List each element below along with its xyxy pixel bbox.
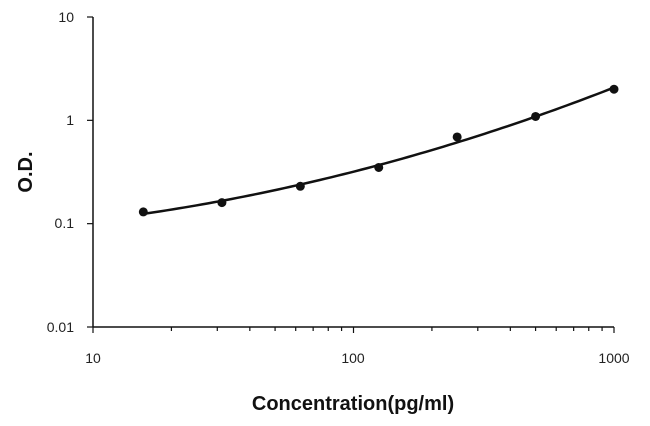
data-point: [138, 207, 148, 217]
x-tick-label-10: 10: [85, 350, 101, 366]
x-tick-label-100: 100: [341, 350, 365, 366]
data-point: [374, 162, 384, 172]
y-axis-title: O.D.: [15, 151, 37, 192]
data-point: [452, 132, 462, 142]
data-points: [138, 84, 619, 217]
data-point: [531, 111, 541, 121]
tick-marks: [87, 16, 615, 333]
x-tick-label-1000: 1000: [598, 350, 629, 366]
data-point: [295, 181, 305, 191]
fit-line: [143, 86, 615, 216]
data-point: [217, 198, 227, 208]
y-tick-label-0-1: 0.1: [55, 215, 75, 231]
y-tick-labels: 10 1 0.1 0.01: [47, 9, 74, 335]
x-tick-labels: 10 100 1000: [85, 350, 630, 366]
y-tick-label-1: 1: [66, 112, 74, 128]
data-point: [609, 84, 619, 94]
y-tick-label-0-01: 0.01: [47, 319, 74, 335]
y-tick-label-10: 10: [58, 9, 74, 25]
x-axis-title: Concentration(pg/ml): [252, 393, 454, 415]
